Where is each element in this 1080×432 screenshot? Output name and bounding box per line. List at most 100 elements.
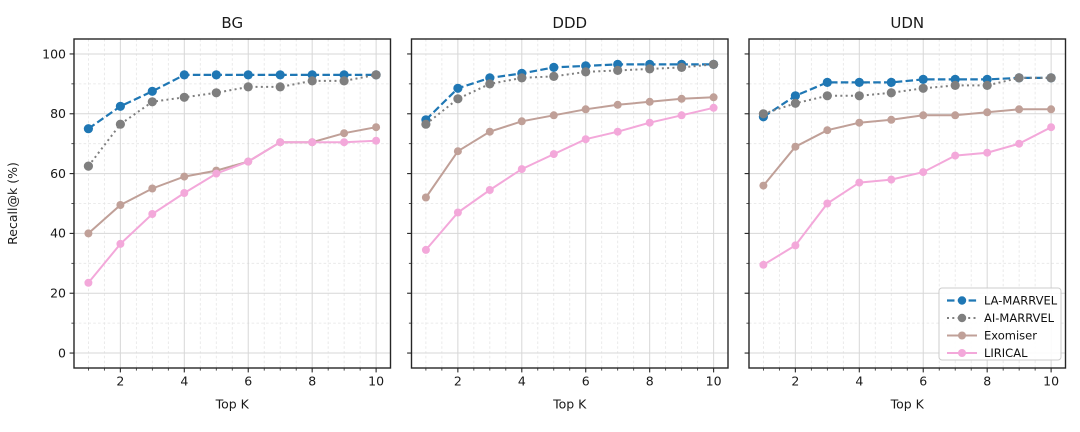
series-line-lirical	[762, 126, 1052, 266]
data-point-exomiser	[1047, 105, 1056, 114]
data-point-ai-marrvel	[677, 62, 687, 72]
data-point-ai-marrvel	[709, 59, 719, 69]
data-point-exomiser	[823, 126, 832, 135]
x-tick-label: 4	[518, 374, 526, 389]
data-point-ai-marrvel	[307, 76, 317, 86]
data-point-exomiser	[759, 181, 768, 190]
legend-item-lirical: LIRICAL	[947, 346, 1028, 360]
series-line-la-marrvel	[425, 63, 714, 121]
data-point-lirical	[180, 189, 189, 197]
data-point-lirical	[148, 210, 157, 218]
data-point-exomiser	[677, 94, 686, 103]
series-markers-lirical	[759, 123, 1056, 269]
data-point-exomiser	[709, 93, 718, 102]
panel-title-bg: BG	[221, 14, 243, 32]
data-point-lirical	[887, 175, 896, 184]
legend-marker	[958, 331, 966, 340]
data-point-la-marrvel	[147, 86, 157, 96]
x-tick-label: 6	[244, 374, 252, 389]
data-point-la-marrvel	[790, 91, 801, 101]
data-point-la-marrvel	[549, 62, 559, 72]
x-tick-label: 2	[454, 374, 462, 389]
series-line-exomiser	[87, 126, 377, 235]
ticks	[744, 53, 1052, 373]
legend-label: LIRICAL	[984, 346, 1028, 360]
legend-marker	[957, 296, 967, 305]
data-point-exomiser	[919, 111, 928, 120]
legend-label: AI-MARRVEL	[984, 311, 1055, 325]
data-point-lirical	[244, 157, 253, 166]
data-point-lirical	[581, 135, 590, 144]
series-line-lirical	[87, 139, 377, 284]
data-point-ai-marrvel	[371, 70, 381, 80]
data-point-exomiser	[1015, 105, 1024, 114]
legend-label: Exomiser	[984, 329, 1037, 343]
y-tick-label: 80	[50, 106, 66, 121]
series-line-lirical	[425, 106, 714, 251]
series-markers-ai-marrvel	[758, 73, 1056, 119]
data-point-lirical	[823, 199, 832, 208]
x-tick-label: 6	[919, 374, 927, 389]
data-point-lirical	[983, 148, 992, 157]
series-line-la-marrvel	[762, 76, 1052, 118]
x-axis-label: Top K	[552, 397, 587, 412]
data-point-ai-marrvel	[918, 83, 928, 93]
x-tick-label: 2	[116, 374, 124, 389]
data-point-lirical	[1047, 123, 1056, 132]
series-markers-exomiser	[759, 105, 1056, 190]
data-point-ai-marrvel	[453, 94, 463, 104]
data-point-lirical	[919, 168, 928, 177]
legend-item-exomiser: Exomiser	[947, 329, 1037, 343]
ticks	[407, 53, 715, 373]
data-point-exomiser	[581, 105, 590, 114]
data-point-ai-marrvel	[758, 109, 769, 119]
data-point-exomiser	[855, 118, 864, 127]
data-point-la-marrvel	[854, 77, 864, 87]
data-point-lirical	[677, 111, 686, 120]
data-point-la-marrvel	[275, 70, 285, 80]
data-point-ai-marrvel	[822, 91, 832, 101]
y-tick-label: 20	[50, 286, 66, 301]
data-point-exomiser	[116, 201, 125, 209]
x-tick-label: 8	[646, 374, 654, 389]
series-markers-lirical	[84, 136, 381, 287]
data-point-ai-marrvel	[179, 92, 189, 102]
data-point-exomiser	[453, 147, 462, 156]
major-gridlines	[74, 39, 391, 368]
data-point-exomiser	[549, 111, 558, 120]
data-point-exomiser	[613, 100, 622, 109]
data-point-lirical	[372, 136, 381, 145]
data-point-ai-marrvel	[421, 119, 431, 129]
x-tick-label: 6	[582, 374, 590, 389]
data-point-lirical	[709, 103, 718, 112]
data-point-exomiser	[180, 172, 189, 181]
panel-title-udn: UDN	[890, 14, 924, 32]
data-point-lirical	[517, 165, 526, 174]
data-point-la-marrvel	[918, 74, 928, 84]
x-tick-label: 10	[368, 374, 384, 389]
data-point-ai-marrvel	[211, 88, 221, 98]
data-point-ai-marrvel	[147, 97, 157, 107]
data-point-exomiser	[791, 142, 800, 151]
data-point-lirical	[549, 150, 558, 159]
legend-marker	[958, 349, 966, 357]
ticks	[69, 53, 377, 373]
data-point-lirical	[613, 127, 622, 136]
data-point-ai-marrvel	[1014, 73, 1024, 83]
data-point-ai-marrvel	[790, 98, 801, 108]
x-tick-label: 4	[180, 374, 188, 389]
data-point-lirical	[1015, 139, 1024, 148]
data-point-exomiser	[517, 117, 526, 126]
data-point-exomiser	[421, 193, 430, 202]
panel-ddd: 2 4 6 8 10 DDD Top K	[407, 14, 729, 412]
y-axis-label: Recall@k (%)	[5, 162, 20, 245]
y-tick-label: 40	[50, 226, 66, 241]
data-point-exomiser	[372, 123, 381, 132]
x-axis-label: Top K	[215, 397, 250, 412]
legend-item-la-marrvel: LA-MARRVEL	[947, 294, 1058, 308]
x-tick-label: 4	[855, 374, 863, 389]
data-point-ai-marrvel	[854, 91, 864, 101]
data-point-ai-marrvel	[1046, 73, 1056, 83]
